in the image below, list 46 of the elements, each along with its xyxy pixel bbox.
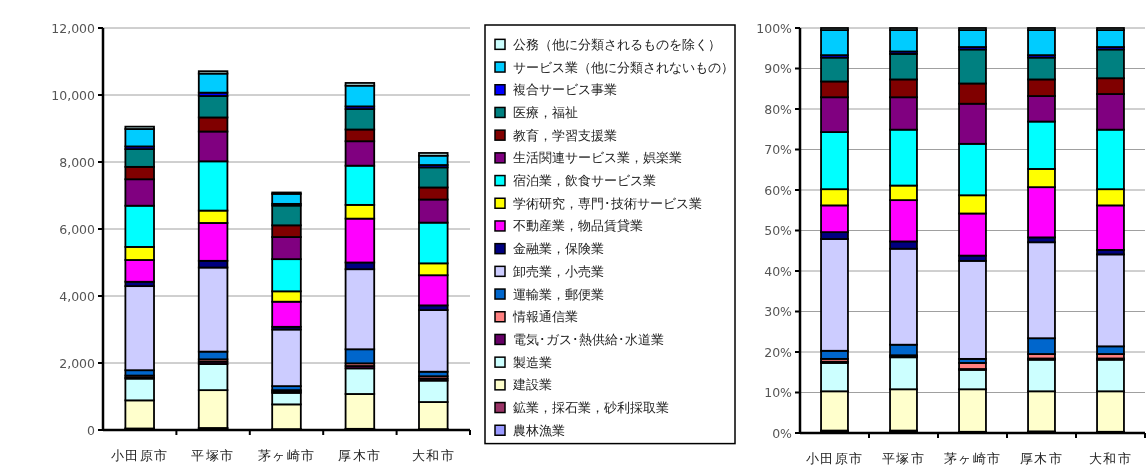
legend-label: 学術研究，専門･技術サービス業: [513, 195, 702, 211]
y-tick-label: 6,000: [59, 221, 96, 237]
legend-label: 建設業: [512, 377, 552, 393]
legend-label: 情報通信業: [512, 309, 578, 325]
x-tick-label: 厚木市: [338, 448, 382, 463]
legend-label: 卸売業，小売業: [513, 263, 604, 279]
y-tick-label: 100%: [756, 20, 793, 36]
legend-label: 電気･ガス･熱供給･水道業: [513, 331, 664, 347]
legend-label: 農林漁業: [513, 422, 565, 438]
x-tick-label: 平塚市: [881, 451, 926, 466]
y-tick-label: 80%: [764, 101, 793, 117]
y-tick-label: 2,000: [59, 355, 96, 371]
legend-label: 不動産業，物品賃貸業: [513, 218, 643, 234]
x-tick-label: 小田原市: [110, 448, 169, 463]
legend-label: 製造業: [513, 354, 552, 370]
legend-label: 医療，福祉: [513, 104, 578, 120]
y-tick-label: 8,000: [59, 154, 96, 170]
y-tick-label: 70%: [764, 142, 793, 157]
x-tick-label: 大和市: [411, 448, 456, 463]
legend-label: 鉱業，採石業，砂利採取業: [513, 400, 669, 416]
y-tick-label: 60%: [764, 182, 793, 198]
y-tick-label: 0: [87, 422, 96, 438]
legend-label: 宿泊業，飲食サービス業: [513, 173, 656, 189]
legend-label: 教育，学習支援業: [513, 127, 617, 143]
y-tick-label: 50%: [764, 223, 793, 238]
x-tick-label: 小田原市: [805, 451, 864, 466]
x-tick-label: 茅ヶ崎市: [257, 448, 316, 463]
legend-label: 公務（他に分類されるものを除く）: [513, 36, 721, 52]
y-tick-label: 12,000: [51, 20, 96, 36]
x-tick-label: 茅ヶ崎市: [943, 451, 1002, 466]
y-tick-label: 10,000: [51, 87, 96, 103]
y-tick-label: 0%: [772, 425, 793, 441]
legend-label: サービス業（他に分類されないもの）: [513, 59, 734, 75]
y-tick-label: 20%: [764, 344, 793, 360]
x-tick-label: 厚木市: [1019, 451, 1064, 466]
legend-label: 金融業，保険業: [513, 241, 604, 257]
legend-label: 生活関連サービス業，娯楽業: [513, 150, 682, 166]
legend-label: 複合サービス事業: [513, 82, 617, 98]
y-tick-label: 4,000: [59, 288, 96, 304]
x-tick-label: 平塚市: [191, 448, 235, 463]
y-tick-label: 90%: [764, 61, 793, 76]
y-tick-label: 10%: [764, 385, 793, 400]
y-tick-label: 30%: [764, 304, 793, 319]
x-tick-label: 大和市: [1088, 451, 1133, 466]
legend-label: 運輸業，郵便業: [513, 286, 604, 302]
y-tick-label: 40%: [764, 263, 793, 279]
